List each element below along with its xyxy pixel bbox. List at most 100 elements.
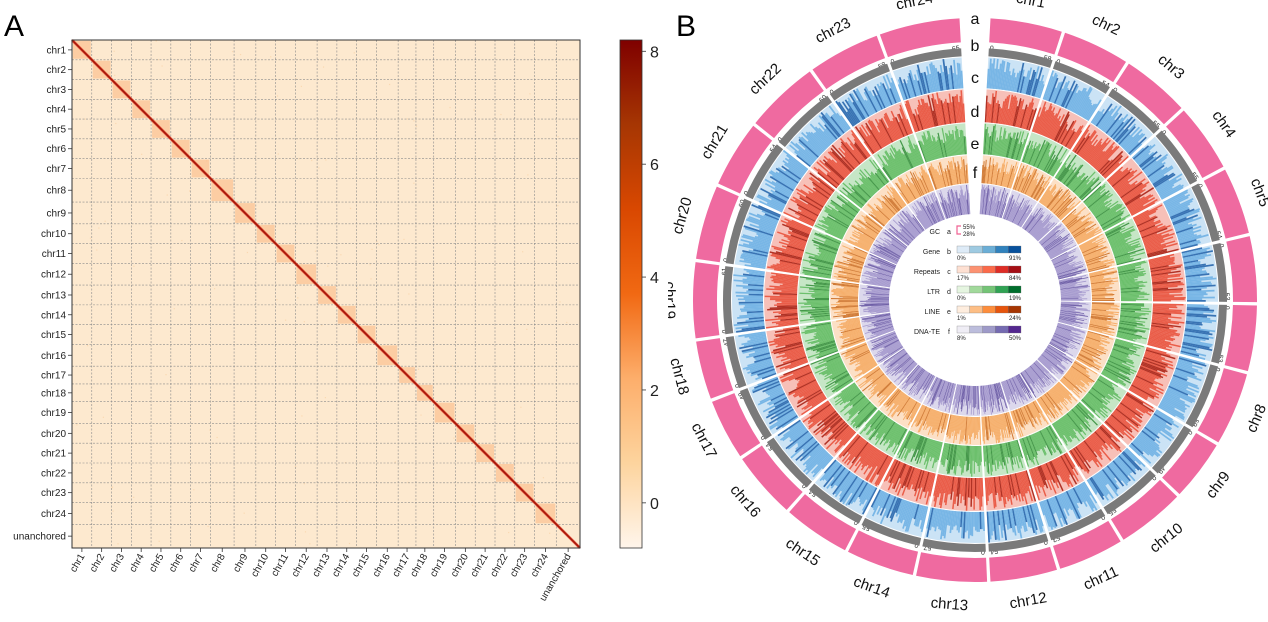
dnate-track-bar <box>982 385 986 412</box>
gene-track-bar <box>988 58 992 89</box>
dnate-track-bar <box>997 189 1007 218</box>
ltr-track-bar <box>990 445 994 465</box>
gene-track-bar <box>841 476 860 503</box>
repeats-track-bar <box>797 210 817 221</box>
repeats-track-bar <box>1002 475 1007 498</box>
ltr-track-bar <box>808 256 834 265</box>
dnate-track-bar <box>1020 208 1033 228</box>
gene-track-bar <box>844 99 861 123</box>
ltr-track-bar <box>1118 325 1147 332</box>
ltr-track-bar <box>951 133 956 156</box>
dnate-track-bar <box>866 301 890 304</box>
dnate-track-bar <box>1030 220 1043 235</box>
ltr-track-bar <box>1045 427 1062 454</box>
ltr-track-bar <box>1034 432 1046 456</box>
line-track-bar <box>1080 242 1096 251</box>
repeats-track-bar <box>874 456 891 485</box>
repeats-track-bar <box>1047 461 1059 483</box>
ltr-track-bar <box>1116 334 1134 340</box>
dnate-track-bar <box>863 308 890 313</box>
gene-track-bar <box>809 123 831 146</box>
gene-track-bar <box>1184 267 1205 272</box>
repeats-track-bar <box>1142 233 1158 240</box>
repeats-track-bar <box>772 310 798 314</box>
line-track-bar <box>955 415 959 437</box>
dnate-track-bar <box>869 279 891 285</box>
line-track-bar <box>960 157 965 184</box>
line-track-bar <box>836 295 859 297</box>
heatmap-noise <box>508 531 510 534</box>
gene-track-bar <box>1010 508 1017 536</box>
dnate-track-bar <box>874 341 900 357</box>
repeats-track-bar <box>1039 465 1047 481</box>
gene-track-bar <box>1064 491 1079 519</box>
dnate-track-bar <box>882 345 903 358</box>
line-track-bar <box>1076 231 1096 243</box>
gene-track-bar <box>864 86 879 112</box>
ltr-track-bar <box>1053 422 1068 443</box>
gene-track-bar <box>826 466 845 489</box>
repeats-track-bar <box>903 466 913 487</box>
repeats-track-bar <box>1013 473 1021 502</box>
repeats-track-bar <box>1122 184 1147 202</box>
repeats-track-bar <box>901 466 914 496</box>
gene-track-bar <box>1067 490 1082 518</box>
gene-track-bar <box>906 503 917 532</box>
gene-track-bar <box>1185 269 1203 273</box>
ltr-track-bar <box>887 165 897 178</box>
repeats-track-bar <box>1066 131 1077 148</box>
ltr-track-bar <box>1101 372 1119 384</box>
legend-swatch <box>969 245 983 254</box>
line-track-bar <box>911 401 919 414</box>
line-track-bar <box>841 285 859 289</box>
gene-track-bar <box>1172 374 1188 382</box>
repeats-track-bar <box>1033 467 1042 488</box>
gene-track-bar <box>1016 507 1023 529</box>
ltr-track-bar <box>815 345 837 353</box>
repeats-track-bar <box>1151 323 1174 329</box>
gene-track-bar <box>761 210 780 219</box>
gene-track-bar <box>1157 177 1182 194</box>
gene-track-bar <box>1019 76 1025 94</box>
ltr-track-bar <box>1029 145 1038 165</box>
gene-track-bar <box>820 112 842 137</box>
gene-track-bar <box>846 111 857 125</box>
ltr-track-bar <box>1015 141 1023 161</box>
gene-track-bar <box>743 268 765 273</box>
dnate-track-bar <box>1009 378 1016 392</box>
gene-track-bar <box>745 350 770 359</box>
gene-track-bar <box>1180 349 1207 357</box>
ltr-track-bar <box>1119 320 1143 325</box>
line-track-bar <box>1032 401 1040 414</box>
repeats-track-bar <box>786 223 811 235</box>
gene-track-bar <box>794 436 814 453</box>
repeats-track-bar <box>1150 328 1181 336</box>
gene-track-bar <box>1046 499 1058 527</box>
repeats-track-bar <box>959 477 963 495</box>
gene-track-bar <box>749 362 773 372</box>
line-track-bar <box>990 415 994 432</box>
repeats-track-bar <box>1041 464 1050 481</box>
repeats-track-bar <box>914 469 924 497</box>
heatmap-noise <box>284 319 287 321</box>
gene-track-bar <box>768 408 794 425</box>
dnate-track-bar <box>987 201 990 215</box>
line-track-bar <box>881 382 893 394</box>
gene-track-bar <box>960 511 963 528</box>
gene-track-bar <box>973 511 975 527</box>
dnate-track-bar <box>920 373 931 390</box>
repeats-track-bar <box>809 400 829 415</box>
line-track-bar <box>1076 357 1093 368</box>
ltr-track-bar <box>894 427 905 445</box>
gene-track-bar <box>1111 461 1130 483</box>
ltr-track-bar <box>834 385 858 403</box>
repeats-track-bar <box>832 421 846 434</box>
line-track-bar <box>930 163 940 189</box>
repeats-track-bar <box>1128 198 1149 212</box>
repeats-track-bar <box>820 415 841 433</box>
ltr-track-bar <box>833 383 856 400</box>
gene-track-bar <box>805 451 828 475</box>
line-track-bar <box>883 384 895 396</box>
ltr-track-bar <box>923 438 930 455</box>
ltr-track-bar <box>1089 192 1111 210</box>
